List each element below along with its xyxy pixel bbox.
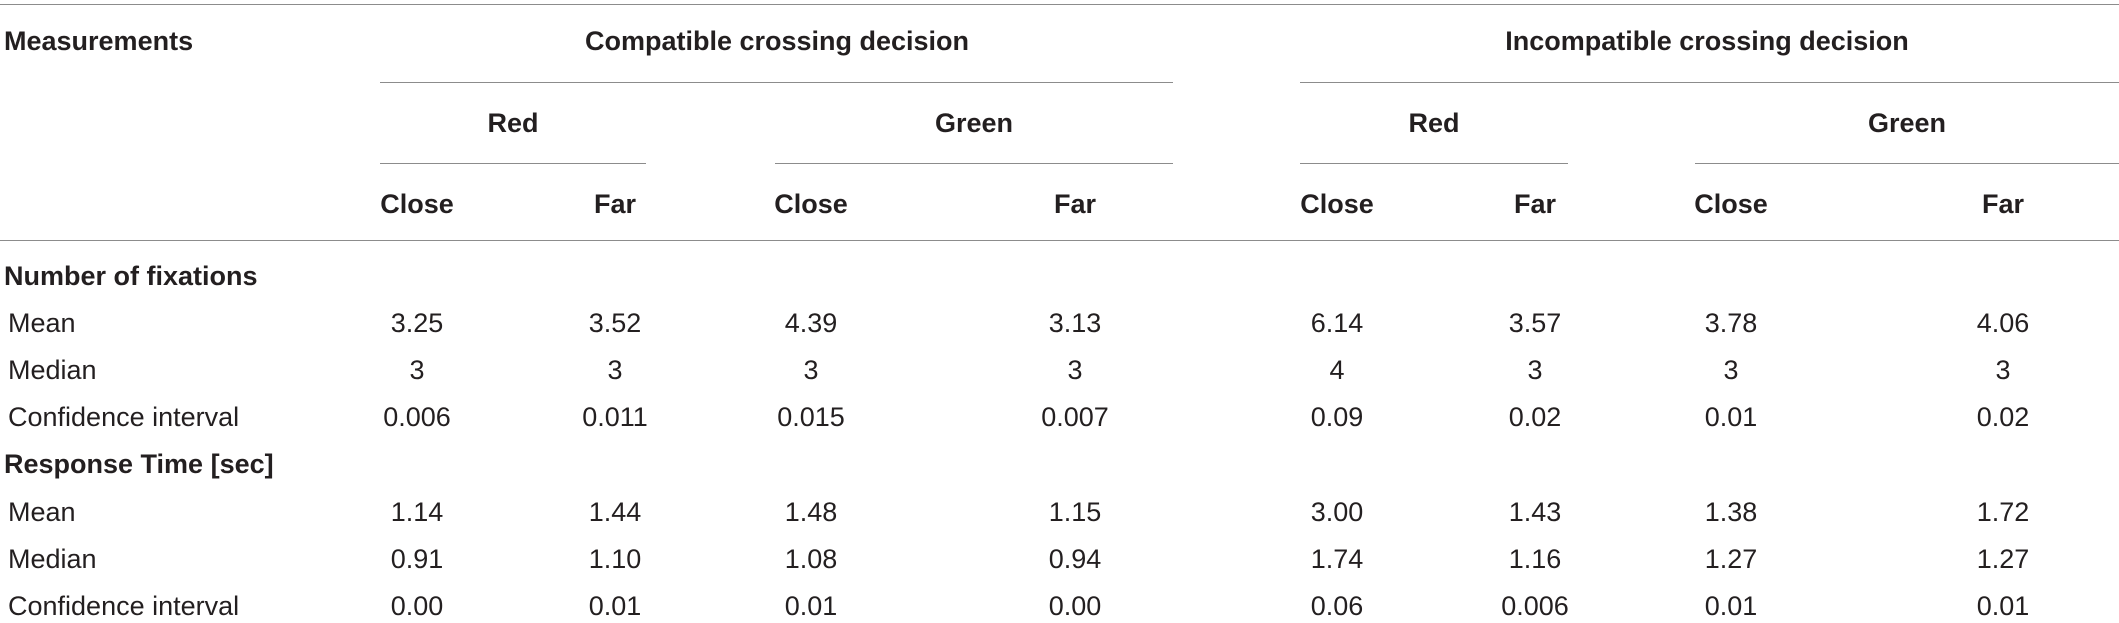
row-label: Median	[8, 544, 97, 574]
table-cell: 1.48	[784, 497, 838, 527]
top-rule	[0, 4, 2119, 5]
group-header-incompatible: Incompatible crossing decision	[1505, 26, 1909, 56]
table-cell: 3	[409, 355, 425, 385]
group-header-compatible: Compatible crossing decision	[584, 26, 970, 56]
color-header-compatible-red: Red	[487, 108, 539, 138]
row-label: Median	[8, 355, 97, 385]
table-cell: 1.72	[1976, 497, 2030, 527]
table-cell: 3.13	[1048, 308, 1102, 338]
table-cell: 1.10	[588, 544, 642, 574]
table-cell: 4.39	[784, 308, 838, 338]
table-cell: 0.01	[784, 591, 838, 621]
section-title: Response Time [sec]	[4, 449, 274, 479]
row-label: Mean	[8, 497, 76, 527]
distance-header: Far	[1981, 189, 2025, 219]
table-cell: 0.02	[1976, 402, 2030, 432]
table-cell: 3.52	[588, 308, 642, 338]
table-cell: 3.00	[1310, 497, 1364, 527]
color-rule-incompatible-red	[1300, 163, 1568, 164]
color-rule-compatible-red	[380, 163, 646, 164]
group-rule-compatible	[380, 82, 1173, 83]
table-cell: 0.015	[777, 402, 845, 432]
table-cell: 3	[607, 355, 623, 385]
table-cell: 1.14	[390, 497, 444, 527]
table-cell: 0.94	[1048, 544, 1102, 574]
distance-header: Close	[380, 189, 454, 219]
header-bottom-rule	[0, 240, 2119, 241]
table-cell: 0.00	[390, 591, 444, 621]
row-label: Confidence interval	[8, 591, 240, 621]
table-cell: 0.007	[1041, 402, 1109, 432]
row-label: Mean	[8, 308, 76, 338]
table-cell: 3	[803, 355, 819, 385]
table-cell: 3	[1527, 355, 1543, 385]
table-cell: 1.74	[1310, 544, 1364, 574]
group-rule-incompatible	[1300, 82, 2119, 83]
color-rule-incompatible-green	[1695, 163, 2119, 164]
table-cell: 3	[1723, 355, 1739, 385]
table-cell: 3.57	[1508, 308, 1562, 338]
table-cell: 0.91	[390, 544, 444, 574]
table-cell: 3.25	[390, 308, 444, 338]
table-cell: 6.14	[1310, 308, 1364, 338]
distance-header: Close	[1300, 189, 1374, 219]
table-cell: 1.38	[1704, 497, 1758, 527]
table-cell: 1.08	[784, 544, 838, 574]
distance-header: Far	[1053, 189, 1097, 219]
table-cell: 0.02	[1508, 402, 1562, 432]
distance-header: Close	[1694, 189, 1768, 219]
table-cell: 1.16	[1508, 544, 1562, 574]
table-cell: 4	[1329, 355, 1345, 385]
table-cell: 1.15	[1048, 497, 1102, 527]
table-cell: 0.006	[383, 402, 451, 432]
table-cell: 4.06	[1976, 308, 2030, 338]
distance-header: Far	[1513, 189, 1557, 219]
color-header-compatible-green: Green	[934, 108, 1014, 138]
table-cell: 1.43	[1508, 497, 1562, 527]
table-cell: 0.09	[1310, 402, 1364, 432]
table-cell: 0.011	[582, 402, 648, 432]
table-cell: 0.01	[1704, 591, 1758, 621]
table-cell: 3	[1995, 355, 2011, 385]
color-rule-compatible-green	[775, 163, 1173, 164]
table-cell: 0.006	[1501, 591, 1569, 621]
table-cell: 0.01	[1704, 402, 1758, 432]
distance-header: Close	[774, 189, 848, 219]
section-title: Number of fixations	[4, 261, 258, 291]
table-cell: 1.27	[1976, 544, 2030, 574]
table-cell: 3	[1067, 355, 1083, 385]
table-cell: 1.27	[1704, 544, 1758, 574]
color-header-incompatible-red: Red	[1408, 108, 1460, 138]
color-header-incompatible-green: Green	[1867, 108, 1947, 138]
table-cell: 1.44	[588, 497, 642, 527]
table-cell: 0.01	[588, 591, 642, 621]
table-cell: 0.01	[1976, 591, 2030, 621]
table-cell: 3.78	[1704, 308, 1758, 338]
distance-header: Far	[593, 189, 637, 219]
table-cell: 0.00	[1048, 591, 1102, 621]
column-header-measurements: Measurements	[4, 26, 194, 56]
row-label: Confidence interval	[8, 402, 240, 432]
table-cell: 0.06	[1310, 591, 1364, 621]
